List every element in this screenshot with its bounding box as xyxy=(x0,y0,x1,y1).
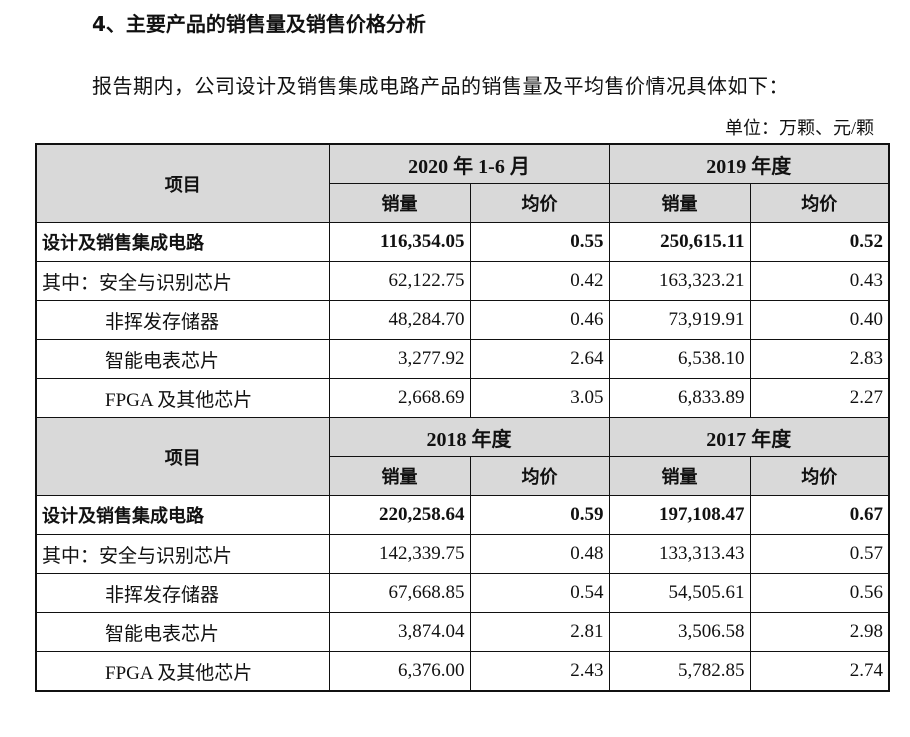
price-cell: 0.54 xyxy=(469,573,610,613)
period-header: 2020 年 1-6 月 xyxy=(328,143,610,184)
intro-paragraph: 报告期内，公司设计及销售集成电路产品的销售量及平均售价情况具体如下： xyxy=(92,76,789,98)
row-label: FPGA 及其他芯片 xyxy=(35,378,330,418)
table-row: FPGA 及其他芯片 6,376.00 2.43 5,782.85 2.74 xyxy=(35,651,890,692)
row-label: 非挥发存储器 xyxy=(35,300,330,340)
price-cell: 0.48 xyxy=(469,534,610,574)
qty-cell: 163,323.21 xyxy=(608,261,751,301)
row-label: 设计及销售集成电路 xyxy=(35,222,330,262)
price-cell: 0.43 xyxy=(749,261,890,301)
qty-cell: 250,615.11 xyxy=(608,222,751,262)
price-cell: 2.83 xyxy=(749,339,890,379)
section-title: 4、主要产品的销售量及销售价格分析 xyxy=(92,12,426,36)
qty-cell: 142,339.75 xyxy=(328,534,471,574)
row-label: FPGA 及其他芯片 xyxy=(35,651,330,692)
price-cell: 2.43 xyxy=(469,651,610,692)
qty-cell: 220,258.64 xyxy=(328,495,471,535)
table-row: 智能电表芯片 3,277.92 2.64 6,538.10 2.83 xyxy=(35,339,890,379)
table-row: 设计及销售集成电路 220,258.64 0.59 197,108.47 0.67 xyxy=(35,495,890,535)
price-cell: 2.27 xyxy=(749,378,890,418)
row-label: 智能电表芯片 xyxy=(35,612,330,652)
row-label: 非挥发存储器 xyxy=(35,573,330,613)
price-cell: 0.42 xyxy=(469,261,610,301)
qty-cell: 6,833.89 xyxy=(608,378,751,418)
price-cell: 2.74 xyxy=(749,651,890,692)
table-row: 非挥发存储器 48,284.70 0.46 73,919.91 0.40 xyxy=(35,300,890,340)
qty-cell: 2,668.69 xyxy=(328,378,471,418)
table-row: FPGA 及其他芯片 2,668.69 3.05 6,833.89 2.27 xyxy=(35,378,890,418)
qty-cell: 133,313.43 xyxy=(608,534,751,574)
item-header: 项目 xyxy=(35,143,330,223)
qty-header: 销量 xyxy=(328,456,471,496)
qty-header: 销量 xyxy=(328,183,471,223)
qty-cell: 48,284.70 xyxy=(328,300,471,340)
subheader-row: 销量 均价 销量 均价 xyxy=(36,183,890,223)
qty-cell: 67,668.85 xyxy=(328,573,471,613)
qty-header: 销量 xyxy=(608,183,751,223)
qty-cell: 116,354.05 xyxy=(328,222,471,262)
qty-cell: 54,505.61 xyxy=(608,573,751,613)
price-cell: 0.56 xyxy=(749,573,890,613)
price-cell: 0.57 xyxy=(749,534,890,574)
qty-cell: 3,506.58 xyxy=(608,612,751,652)
price-cell: 3.05 xyxy=(469,378,610,418)
price-cell: 0.46 xyxy=(469,300,610,340)
qty-cell: 5,782.85 xyxy=(608,651,751,692)
qty-cell: 3,277.92 xyxy=(328,339,471,379)
period-header: 2017 年度 xyxy=(608,417,890,457)
sales-table: 项目 2020 年 1-6 月 2019 年度 销量 均价 销量 均价 设计及销售集成电路 11… xyxy=(35,143,891,692)
table-row: 智能电表芯片 3,874.04 2.81 3,506.58 2.98 xyxy=(35,612,890,652)
price-cell: 0.55 xyxy=(469,222,610,262)
row-label: 其中：安全与识别芯片 xyxy=(35,261,330,301)
table-row: 非挥发存储器 67,668.85 0.54 54,505.61 0.56 xyxy=(35,573,890,613)
subheader-row: 销量 均价 销量 均价 xyxy=(36,456,890,496)
qty-cell: 62,122.75 xyxy=(328,261,471,301)
table-row: 其中：安全与识别芯片 142,339.75 0.48 133,313.43 0.57 xyxy=(35,534,890,574)
price-cell: 2.81 xyxy=(469,612,610,652)
table-row: 其中：安全与识别芯片 62,122.75 0.42 163,323.21 0.43 xyxy=(35,261,890,301)
price-header: 均价 xyxy=(749,183,890,223)
row-label: 设计及销售集成电路 xyxy=(35,495,330,535)
header-row: 项目 2018 年度 2017 年度 xyxy=(35,417,890,496)
period-header: 2019 年度 xyxy=(608,143,890,184)
row-label: 智能电表芯片 xyxy=(35,339,330,379)
row-label: 其中：安全与识别芯片 xyxy=(35,534,330,574)
qty-cell: 6,376.00 xyxy=(328,651,471,692)
qty-header: 销量 xyxy=(608,456,751,496)
price-cell: 0.67 xyxy=(749,495,890,535)
header-row: 项目 2020 年 1-6 月 2019 年度 xyxy=(35,143,890,223)
price-header: 均价 xyxy=(469,456,610,496)
price-cell: 2.64 xyxy=(469,339,610,379)
period-header: 2018 年度 xyxy=(328,417,610,457)
price-header: 均价 xyxy=(469,183,610,223)
item-header: 项目 xyxy=(35,417,330,496)
price-cell: 0.59 xyxy=(469,495,610,535)
unit-note: 单位：万颗、元/颗 xyxy=(724,118,874,138)
price-header: 均价 xyxy=(749,456,890,496)
qty-cell: 197,108.47 xyxy=(608,495,751,535)
price-cell: 2.98 xyxy=(749,612,890,652)
qty-cell: 6,538.10 xyxy=(608,339,751,379)
table-row: 设计及销售集成电路 116,354.05 0.55 250,615.11 0.52 xyxy=(35,222,890,262)
price-cell: 0.52 xyxy=(749,222,890,262)
price-cell: 0.40 xyxy=(749,300,890,340)
qty-cell: 73,919.91 xyxy=(608,300,751,340)
qty-cell: 3,874.04 xyxy=(328,612,471,652)
